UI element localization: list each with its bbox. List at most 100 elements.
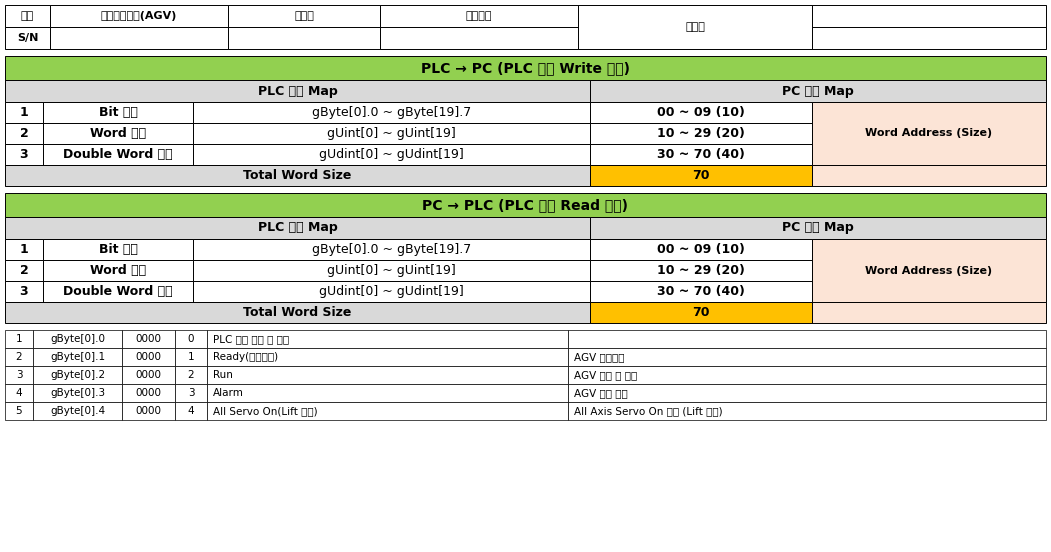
Text: AGV 운전가능: AGV 운전가능	[574, 352, 624, 362]
Bar	[5, 302, 590, 323]
Bar	[590, 102, 812, 123]
Bar	[43, 239, 193, 260]
Text: 30 ~ 70 (40): 30 ~ 70 (40)	[657, 148, 745, 161]
Text: 10 ~ 29 (20): 10 ~ 29 (20)	[657, 264, 745, 277]
Bar	[590, 281, 812, 302]
Bar	[43, 102, 193, 123]
Bar	[590, 165, 812, 186]
Bar	[590, 302, 812, 323]
Text: 3: 3	[20, 148, 28, 161]
Bar	[5, 348, 33, 366]
Bar	[122, 402, 176, 420]
Bar	[193, 260, 590, 281]
Bar	[812, 102, 1046, 165]
Text: gUint[0] ~ gUint[19]: gUint[0] ~ gUint[19]	[327, 264, 456, 277]
Text: 2: 2	[20, 127, 28, 140]
Bar	[5, 384, 33, 402]
Bar	[568, 366, 1046, 384]
Text: S/N: S/N	[17, 33, 38, 43]
Bar	[207, 366, 568, 384]
Text: PC → PLC (PLC 기준 Read 영역): PC → PLC (PLC 기준 Read 영역)	[423, 198, 628, 212]
Bar	[812, 302, 1046, 323]
Bar	[590, 123, 812, 144]
Bar	[568, 330, 1046, 348]
Bar	[578, 27, 812, 49]
Text: gByte[0].1: gByte[0].1	[50, 352, 105, 362]
Text: 1: 1	[188, 352, 194, 362]
Text: 70: 70	[693, 306, 709, 319]
Text: 00 ~ 09 (10): 00 ~ 09 (10)	[657, 243, 745, 256]
Bar	[5, 260, 43, 281]
Bar	[193, 144, 590, 165]
Bar	[5, 144, 43, 165]
Text: gByte[0].4: gByte[0].4	[50, 406, 105, 416]
Bar	[568, 348, 1046, 366]
Text: 0000: 0000	[136, 352, 162, 362]
Text: Double Word 영역: Double Word 영역	[63, 285, 172, 298]
Bar	[122, 348, 176, 366]
Bar	[5, 366, 33, 384]
Text: 4: 4	[188, 406, 194, 416]
Bar	[590, 239, 812, 260]
Text: Ready(운전가능): Ready(운전가능)	[213, 352, 279, 362]
Text: 3: 3	[16, 370, 22, 380]
Text: 작업자: 작업자	[685, 11, 705, 21]
Bar	[5, 402, 33, 420]
Text: 30 ~ 70 (40): 30 ~ 70 (40)	[657, 285, 745, 298]
Bar	[228, 27, 380, 49]
Text: gByte[0].0 ~ gByte[19].7: gByte[0].0 ~ gByte[19].7	[312, 106, 471, 119]
Bar	[207, 330, 568, 348]
Text: gUdint[0] ~ gUdint[19]: gUdint[0] ~ gUdint[19]	[320, 285, 463, 298]
Text: PLC 사용 Map: PLC 사용 Map	[257, 221, 337, 235]
Text: 2: 2	[16, 352, 22, 362]
Bar	[176, 402, 207, 420]
Text: Word 영역: Word 영역	[90, 264, 146, 277]
Text: Word 영역: Word 영역	[90, 127, 146, 140]
Bar	[50, 5, 228, 27]
Bar	[812, 165, 1046, 186]
Text: 00 ~ 09 (10): 00 ~ 09 (10)	[657, 106, 745, 119]
Bar	[590, 80, 1046, 102]
Bar	[176, 366, 207, 384]
Bar	[5, 123, 43, 144]
Bar	[5, 102, 43, 123]
Text: AGV 구동 중 상태: AGV 구동 중 상태	[574, 370, 637, 380]
Bar	[5, 193, 1046, 217]
Bar	[5, 281, 43, 302]
Text: All Axis Servo On 상태 (Lift 제외): All Axis Servo On 상태 (Lift 제외)	[574, 406, 723, 416]
Text: PC 사용 Map: PC 사용 Map	[782, 221, 853, 235]
Bar	[5, 80, 590, 102]
Bar	[812, 5, 1046, 27]
Bar	[590, 260, 812, 281]
Bar	[207, 402, 568, 420]
Bar	[5, 56, 1046, 80]
Bar	[43, 260, 193, 281]
Bar	[5, 5, 50, 27]
Text: 0000: 0000	[136, 370, 162, 380]
Text: 1: 1	[20, 243, 28, 256]
Bar	[193, 239, 590, 260]
Text: Alarm: Alarm	[213, 388, 244, 398]
Bar	[43, 123, 193, 144]
Text: 신우유비코스(AGV): 신우유비코스(AGV)	[101, 11, 178, 21]
Bar	[380, 5, 578, 27]
Text: 2: 2	[188, 370, 194, 380]
Text: Word Address (Size): Word Address (Size)	[865, 266, 992, 275]
Bar	[5, 330, 33, 348]
Text: 오렉: 오렉	[21, 11, 34, 21]
Bar	[176, 330, 207, 348]
Bar	[812, 239, 1046, 302]
Bar	[207, 384, 568, 402]
Bar	[5, 217, 590, 239]
Bar	[33, 330, 122, 348]
Bar	[207, 348, 568, 366]
Bar	[33, 348, 122, 366]
Text: Bit 영역: Bit 영역	[99, 106, 138, 119]
Bar	[43, 144, 193, 165]
Bar	[590, 144, 812, 165]
Text: 1: 1	[20, 106, 28, 119]
Text: 10 ~ 29 (20): 10 ~ 29 (20)	[657, 127, 745, 140]
Text: gUdint[0] ~ gUdint[19]: gUdint[0] ~ gUdint[19]	[320, 148, 463, 161]
Text: 작업자: 작업자	[685, 22, 705, 32]
Bar	[43, 281, 193, 302]
